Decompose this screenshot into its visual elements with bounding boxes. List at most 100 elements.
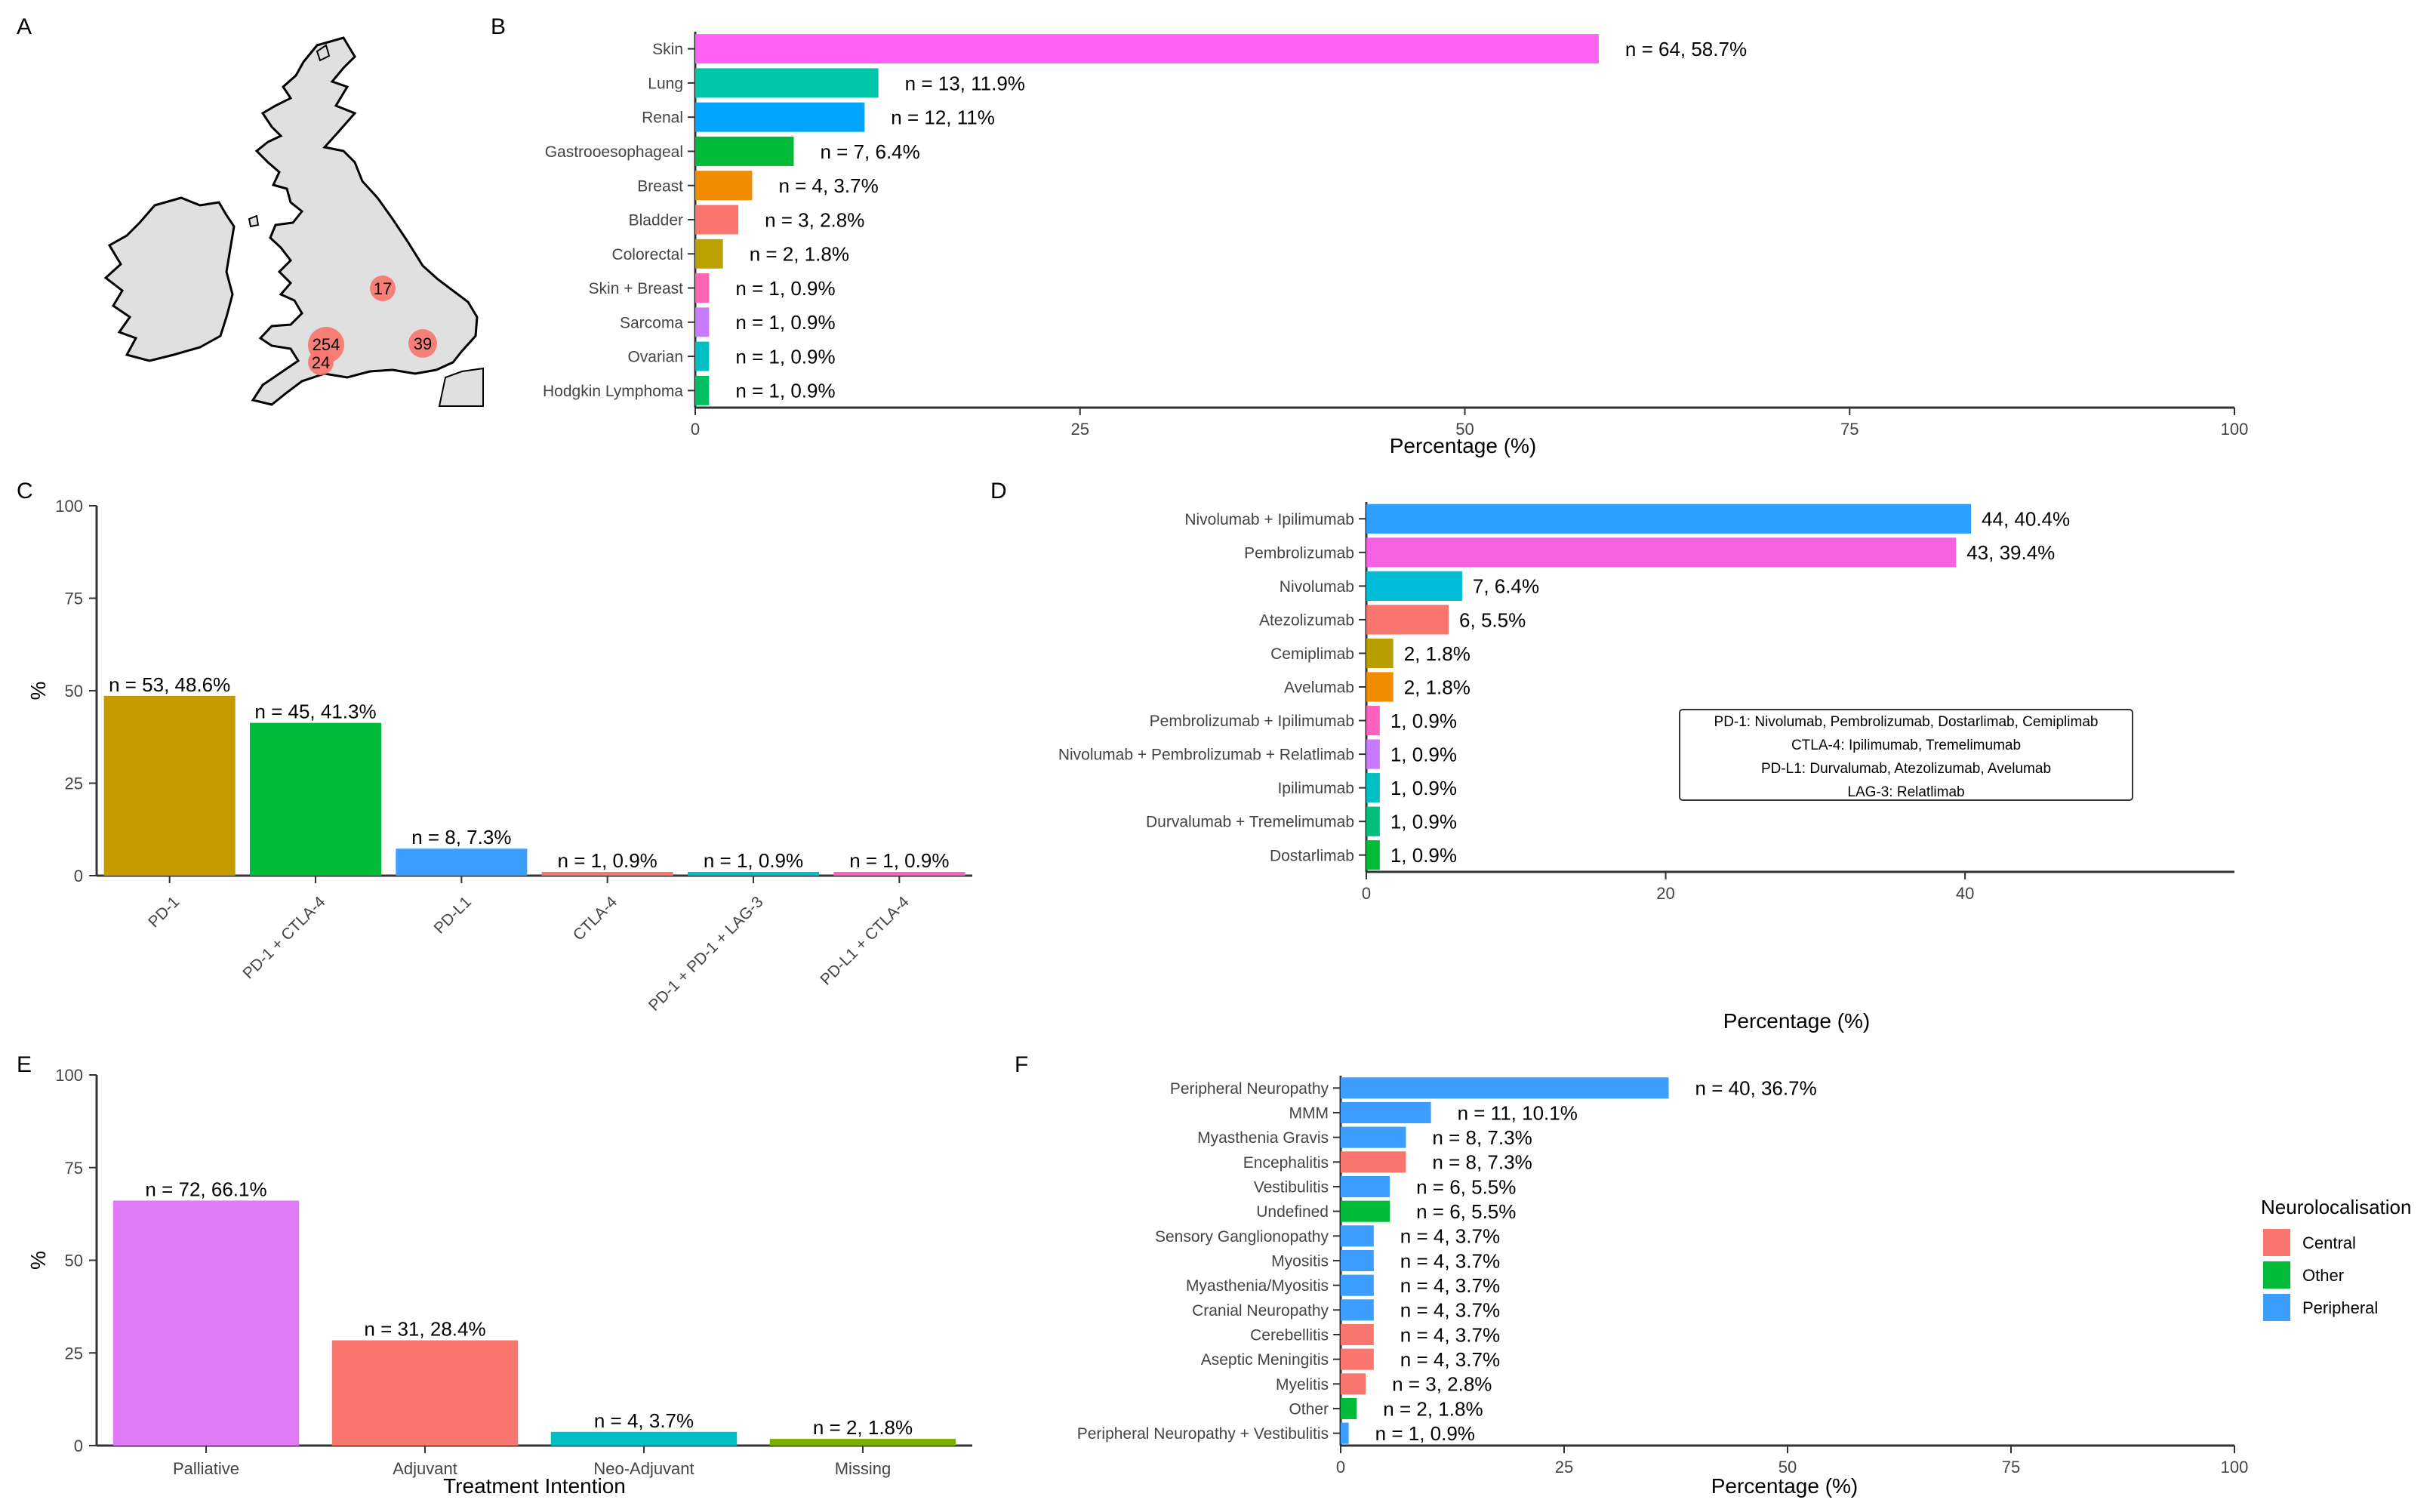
bar [1341,1249,1374,1272]
bar-value-label: 7, 6.4% [1473,575,1539,598]
bar [833,872,965,876]
category-label: Colorectal [611,246,683,263]
chart-f-neuro-irae: 0 25 50 75 100 Peripheral Neuropathy n = 40, 3… [1077,1076,2411,1498]
regimen-legend-box [1679,709,2133,801]
chart-d-regimen: 0 20 40 Nivolumab + Ipilimumab 44, 40.4% Pemb… [1058,502,2234,1033]
bar [1341,1175,1390,1198]
hospital-bubble-24 [308,350,334,375]
bar-value-label: n = 3, 2.8% [1392,1373,1492,1396]
bar-value-label: n = 53, 48.6% [109,673,230,696]
x-tick-label: 20 [1656,884,1674,903]
bar [112,1200,300,1446]
shetland-shape [316,44,331,62]
x-tick-label: 75 [2002,1458,2020,1477]
x-tick-label: 50 [1455,420,1474,439]
category-label: Encephalitis [1243,1154,1329,1172]
great-britain-shape [251,36,479,406]
bar-value-label: n = 3, 2.8% [765,208,864,231]
category-label: Myelitis [1276,1376,1329,1393]
y-tick-label: 0 [74,867,83,885]
category-label: Myasthenia Gravis [1197,1129,1329,1147]
hospital-bubble-39 [408,329,437,358]
bar-value-label: n = 11, 10.1% [1458,1101,1578,1124]
category-label: Peripheral Neuropathy + Vestibulitis [1077,1425,1329,1443]
panel-label-e: E [17,1052,32,1077]
x-tick-label: 0 [1362,884,1371,903]
bar [1341,1274,1374,1296]
bar [695,68,879,98]
bar-value-label: n = 4, 3.7% [1400,1299,1500,1322]
hospital-count: 39 [414,334,432,353]
bar-value-label: n = 72, 66.1% [145,1178,266,1200]
hospital-count: 254 [313,335,340,354]
category-label: Cranial Neuropathy [1192,1302,1329,1320]
panel-label-d: D [990,479,1007,503]
x-tick-label: 100 [2221,420,2249,439]
category-label: MMM [1289,1105,1329,1122]
bar [695,307,710,337]
bar [1366,638,1394,669]
x-axis-title: Treatment Intention [443,1474,626,1498]
bar-value-label: n = 40, 36.7% [1695,1077,1817,1100]
category-label: Myositis [1271,1253,1329,1270]
bar [1341,1323,1374,1346]
regimen-legend-entry: PD-L1: Durvalumab, Atezolizumab, Aveluma… [1761,761,2051,777]
bar-value-label: n = 1, 0.9% [558,849,658,872]
y-tick-label: 100 [55,1066,83,1085]
category-label: Breast [637,177,683,195]
bar-value-label: n = 4, 3.7% [1400,1348,1500,1371]
bar-value-label: 1, 0.9% [1390,811,1457,833]
bar [695,205,739,235]
bar [1366,705,1380,736]
y-tick-label: 75 [65,590,83,608]
bar [1366,840,1380,870]
category-label: Vestibulitis [1254,1179,1329,1196]
category-label: Undefined [1256,1203,1329,1221]
category-label: Nivolumab + Pembrolizumab + Relatlimab [1058,747,1354,764]
category-label: Cemiplimab [1270,645,1354,663]
panel-label-f: F [1015,1052,1028,1077]
bar-value-label: n = 1, 0.9% [735,311,835,334]
category-label: Palliative [173,1459,239,1478]
bar-value-label: n = 4, 3.7% [1400,1225,1500,1248]
bar [769,1439,956,1446]
x-tick-label: 0 [1336,1458,1345,1477]
regimen-legend-entry: PD-1: Nivolumab, Pembrolizumab, Dostarli… [1714,714,2099,730]
bar-value-label: n = 6, 5.5% [1416,1175,1516,1198]
bar-value-label: n = 1, 0.9% [735,380,835,402]
bar-value-label: n = 2, 1.8% [1383,1397,1483,1420]
bar [695,273,710,303]
bar-value-label: 43, 39.4% [1966,541,2055,564]
bar-value-label: n = 2, 1.8% [813,1416,913,1439]
bar [1366,672,1394,702]
category-label: Sarcoma [620,314,683,331]
bar-value-label: n = 4, 3.7% [1400,1249,1500,1272]
x-tick-label: 75 [1840,420,1859,439]
bar [695,102,865,132]
chart-b-cancer-type: 0 25 50 75 100 Skin n = 64, 58.7% Lung n = 13, 1… [543,32,2248,457]
hospital-count: 17 [374,279,392,298]
y-tick-label: 50 [65,682,83,701]
bar-value-label: n = 13, 11.9% [905,72,1025,94]
bar-value-label: n = 8, 7.3% [1432,1151,1532,1174]
bar [103,695,236,876]
category-label: Skin + Breast [589,280,684,297]
category-label: Ipilimumab [1277,780,1354,797]
y-tick-label: 0 [74,1437,83,1455]
x-tick-label: 25 [1071,420,1089,439]
bar-value-label: n = 64, 58.7% [1625,38,1747,60]
regimen-legend-entry: LAG-3: Relatlimab [1847,784,1964,800]
category-label: Lung [648,75,683,92]
category-label: Cerebellitis [1250,1327,1329,1344]
x-tick-label: 40 [1956,884,1974,903]
y-tick-label: 50 [65,1252,83,1270]
bar-value-label: n = 4, 3.7% [1400,1274,1500,1297]
bar-value-label: 1, 0.9% [1390,777,1457,799]
bar [1366,571,1462,601]
bar-value-label: n = 1, 0.9% [735,277,835,300]
bar-value-label: 1, 0.9% [1390,844,1457,867]
bar-value-label: n = 6, 5.5% [1416,1200,1516,1223]
bar-value-label: n = 12, 11% [891,106,995,129]
y-axis-title: % [26,1251,50,1270]
category-label: Nivolumab + Ipilimumab [1184,511,1354,528]
